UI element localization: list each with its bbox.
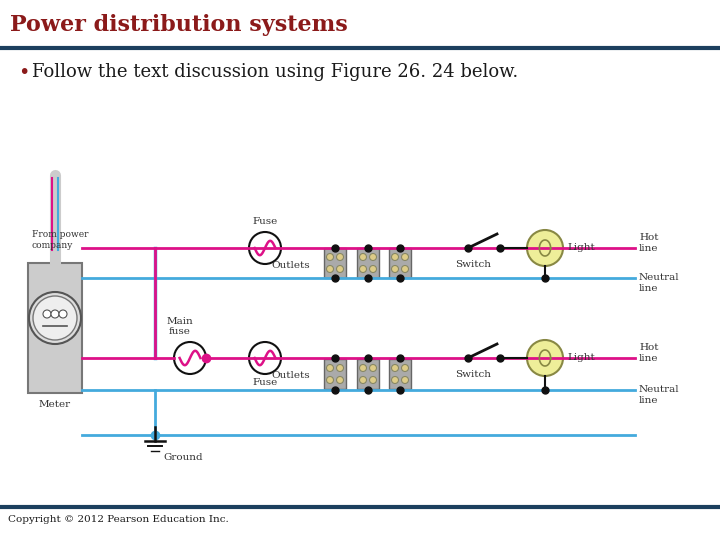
Circle shape: [33, 296, 77, 340]
Circle shape: [59, 310, 67, 318]
Circle shape: [359, 266, 366, 273]
Circle shape: [527, 230, 563, 266]
Circle shape: [174, 342, 206, 374]
Bar: [28, 263, 82, 393]
Circle shape: [402, 253, 408, 260]
Text: Switch: Switch: [455, 260, 491, 269]
Circle shape: [51, 310, 59, 318]
Circle shape: [359, 253, 366, 260]
Text: Neutral
line: Neutral line: [639, 273, 680, 293]
Circle shape: [359, 376, 366, 383]
Circle shape: [336, 364, 343, 372]
Circle shape: [359, 364, 366, 372]
Bar: [357, 359, 379, 389]
Bar: [324, 248, 346, 278]
Circle shape: [43, 310, 51, 318]
Bar: [357, 248, 379, 278]
Circle shape: [369, 266, 377, 273]
Text: Meter: Meter: [39, 400, 71, 409]
Circle shape: [336, 376, 343, 383]
Text: Hot
line: Hot line: [639, 343, 659, 363]
Circle shape: [392, 253, 398, 260]
Text: Switch: Switch: [455, 370, 491, 379]
Bar: [389, 359, 411, 389]
Text: Light: Light: [567, 244, 595, 253]
Circle shape: [392, 364, 398, 372]
Text: Light: Light: [567, 354, 595, 362]
Circle shape: [402, 364, 408, 372]
Circle shape: [392, 266, 398, 273]
Text: Outlets: Outlets: [271, 372, 310, 381]
Circle shape: [336, 266, 343, 273]
Circle shape: [249, 232, 281, 264]
Text: Hot
line: Hot line: [639, 233, 659, 253]
Text: From power
company: From power company: [32, 230, 89, 249]
Text: Follow the text discussion using Figure 26. 24 below.: Follow the text discussion using Figure …: [32, 63, 518, 81]
Circle shape: [326, 376, 333, 383]
Circle shape: [402, 266, 408, 273]
Text: Fuse: Fuse: [253, 217, 278, 226]
Circle shape: [369, 364, 377, 372]
Bar: [389, 248, 411, 278]
Circle shape: [392, 376, 398, 383]
Text: Power distribution systems: Power distribution systems: [10, 14, 348, 36]
Circle shape: [336, 253, 343, 260]
Circle shape: [402, 376, 408, 383]
Circle shape: [369, 253, 377, 260]
Circle shape: [326, 266, 333, 273]
Text: Outlets: Outlets: [271, 260, 310, 269]
Text: Main
fuse: Main fuse: [166, 316, 194, 336]
Text: Copyright © 2012 Pearson Education Inc.: Copyright © 2012 Pearson Education Inc.: [8, 516, 229, 524]
Circle shape: [326, 253, 333, 260]
Bar: [324, 359, 346, 389]
Text: Ground: Ground: [163, 453, 202, 462]
Circle shape: [369, 376, 377, 383]
Text: •: •: [18, 63, 30, 82]
Text: Neutral
line: Neutral line: [639, 386, 680, 404]
Circle shape: [29, 292, 81, 344]
Circle shape: [249, 342, 281, 374]
Text: Fuse: Fuse: [253, 378, 278, 387]
Circle shape: [326, 364, 333, 372]
Circle shape: [527, 340, 563, 376]
